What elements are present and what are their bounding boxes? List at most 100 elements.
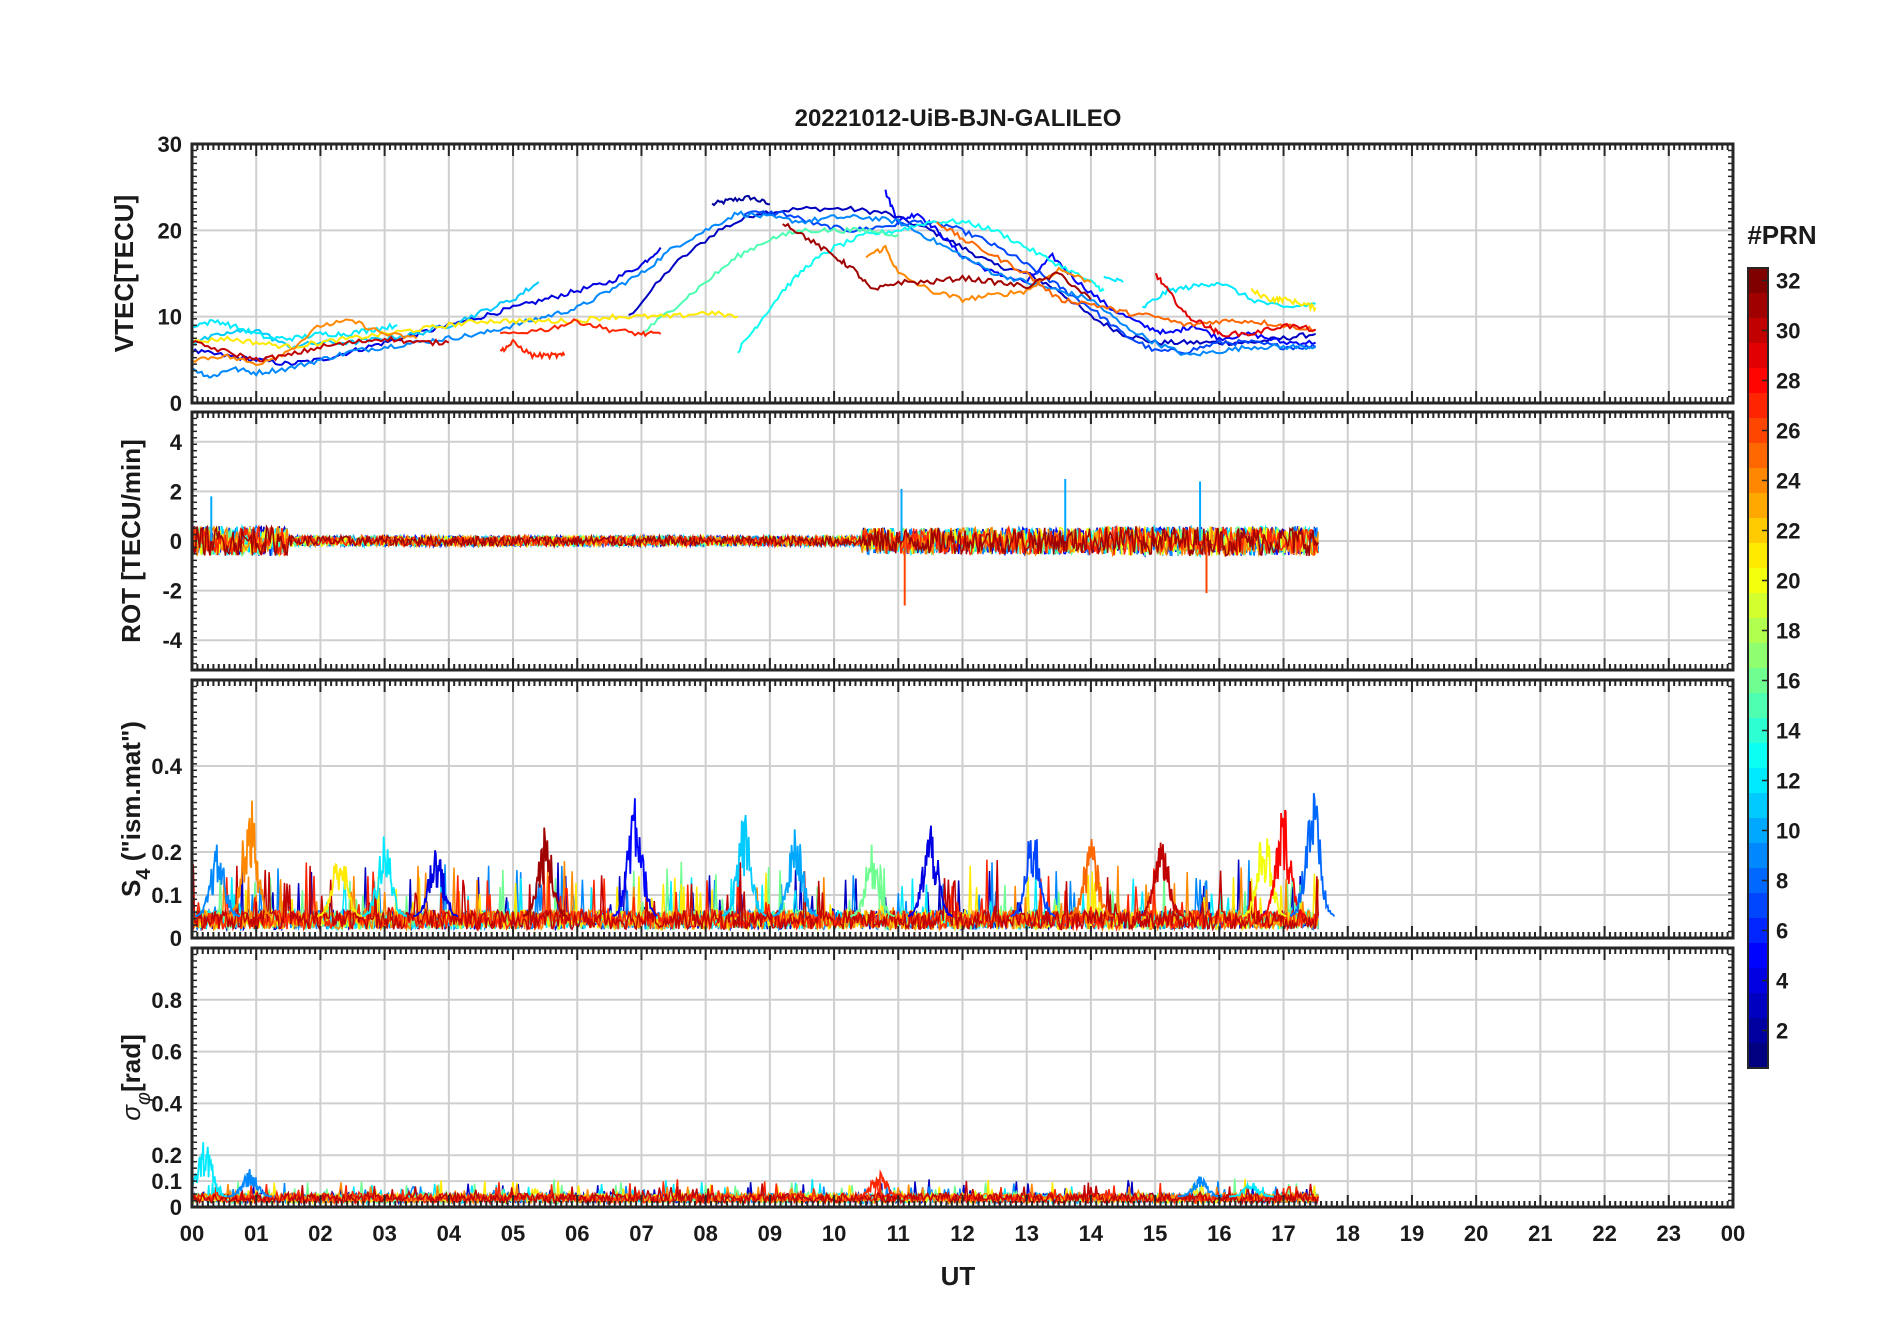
colorbar-segment [1748, 718, 1768, 744]
vtec-line-prn-31 [782, 222, 1092, 301]
vtec-line-prn-2 [711, 194, 771, 207]
x-tick-label: 06 [565, 1221, 589, 1246]
x-tick-label: 14 [1079, 1221, 1104, 1246]
s4-peak-prn-9 [195, 844, 241, 918]
s4-peak-prn-11 [721, 814, 767, 917]
colorbar-segment [1748, 393, 1768, 419]
panel-sigma_phi: 00.10.2 0.4 0.6 0.8 σφ[rad] 00 01 02 03 04 05 06 07 0… [116, 946, 1745, 1246]
colorbar-tick-label: 16 [1776, 669, 1800, 694]
x-tick-label: 23 [1657, 1221, 1681, 1246]
colorbar-segment [1748, 618, 1768, 644]
x-tick-label: 11 [887, 1221, 910, 1246]
x-tick-label: 09 [758, 1221, 782, 1246]
colorbar-segment [1748, 368, 1768, 394]
colorbar-segment [1748, 843, 1768, 869]
s4-peak-prn-10 [772, 829, 819, 918]
sigma_phi-peak-prn-12 [192, 1142, 228, 1198]
rot-line-prn-31 [192, 523, 1319, 557]
vtec-ytick-label: 10 [158, 305, 182, 330]
colorbar-segment [1748, 1043, 1768, 1069]
x-tick-label: 03 [372, 1221, 396, 1246]
vtec-line-prn-27 [499, 338, 566, 361]
colorbar-tick-label: 8 [1776, 869, 1788, 894]
rot-ytick-label: -2 [162, 579, 182, 604]
x-tick-label: 16 [1207, 1221, 1231, 1246]
colorbar-tick-label: 18 [1776, 619, 1800, 644]
x-tick-label: 17 [1271, 1221, 1295, 1246]
colorbar-tick-label: 24 [1776, 469, 1801, 494]
colorbar-segment [1748, 893, 1768, 919]
s4-series [192, 792, 1335, 933]
s4-peak-prn-25 [1067, 838, 1114, 918]
x-tick-label: 01 [244, 1221, 268, 1246]
s4-y-axis-title: S4 ("ism.mat") [116, 721, 155, 897]
s4-peak-prn-20 [1241, 838, 1287, 918]
colorbar-segment [1748, 593, 1768, 619]
colorbar-segment [1748, 518, 1768, 544]
x-tick-label: 13 [1014, 1221, 1038, 1246]
s4-peak-prn-7 [1010, 839, 1056, 918]
sigma_phi-y-axis-title: σφ[rad] [116, 1034, 155, 1121]
x-tick-label: 02 [308, 1221, 332, 1246]
vtec-line-prn-4 [192, 247, 662, 366]
s4-peak-prn-24 [227, 800, 273, 917]
x-tick-label: 10 [822, 1221, 846, 1246]
colorbar-segment [1748, 793, 1768, 819]
rot-y-axis-title: ROT [TECU/min] [116, 439, 146, 643]
sigma_phi-ytick-label: 0.6 [151, 1040, 182, 1065]
x-tick-label: 00 [180, 1221, 204, 1246]
vtec-line-prn-30 [192, 335, 450, 363]
rot-ytick-label: -4 [162, 628, 182, 653]
colorbar-tick-label: 4 [1776, 969, 1789, 994]
colorbar-segment [1748, 443, 1768, 469]
s4-peak-prn-31 [522, 827, 568, 917]
colorbar-tick-label: 22 [1776, 519, 1800, 544]
s4-peak-prn-12 [361, 836, 408, 918]
s4-ytick-label: 0.4 [151, 754, 182, 779]
colorbar-tick-label: 10 [1776, 819, 1800, 844]
x-tick-label: 18 [1336, 1221, 1360, 1246]
panel-rot: -4 -2 0 2 4 ROT [TECU/min] [116, 410, 1735, 672]
sigma_phi-ytick-label: 0 [170, 1195, 182, 1220]
x-tick-label: 07 [629, 1221, 653, 1246]
colorbar-segment [1748, 918, 1768, 944]
vtec-line-prn-15 [641, 226, 899, 335]
colorbar-segment [1748, 543, 1768, 569]
vtec-line-prn-12 [1103, 275, 1124, 283]
x-tick-label: 05 [501, 1221, 525, 1246]
x-tick-label: 15 [1143, 1221, 1167, 1246]
vtec-line-prn-9 [192, 210, 1317, 379]
vtec-line-prn-21 [192, 310, 739, 350]
colorbar-segment [1748, 743, 1768, 769]
colorbar-segment [1748, 343, 1768, 369]
colorbar-segment [1748, 418, 1768, 444]
x-axis-title: UT [941, 1261, 976, 1291]
vtec-line-prn-29 [1154, 273, 1316, 338]
vtec-series [192, 189, 1317, 379]
rot-ytick-label: 2 [170, 479, 182, 504]
colorbar-segment [1748, 693, 1768, 719]
colorbar-segment [1748, 818, 1768, 844]
colorbar: #PRN 32 30 28 26 24 22 20 18 16 14 12 10 8 6 4 2 [1747, 220, 1817, 1069]
rot-series [192, 478, 1319, 606]
colorbar-segment [1748, 768, 1768, 794]
sigma_phi-peak-prn-9 [1177, 1176, 1223, 1198]
vtec-line-prn-5 [884, 189, 1317, 347]
colorbar-segment [1748, 293, 1768, 319]
colorbar-tick-label: 20 [1776, 569, 1800, 594]
colorbar-tick-label: 2 [1776, 1019, 1788, 1044]
vtec-line-prn-24 [865, 244, 1092, 304]
s4-peak-prn-8 [1289, 792, 1335, 918]
colorbar-tick-label: 28 [1776, 369, 1800, 394]
colorbar-segment [1748, 943, 1768, 969]
colorbar-segment [1748, 468, 1768, 494]
vtec-line-prn-7 [743, 210, 1317, 355]
figure-title: 20221012-UiB-BJN-GALILEO [795, 105, 1122, 132]
panel-vtec: 0 10 20 30 VTEC[TECU] [109, 132, 1735, 416]
vtec-ytick-label: 20 [158, 218, 182, 243]
s4-peak-prn-4 [413, 850, 459, 917]
colorbar-tick-label: 26 [1776, 419, 1800, 444]
sigma_phi-ytick-label: 0.2 [151, 1143, 182, 1168]
